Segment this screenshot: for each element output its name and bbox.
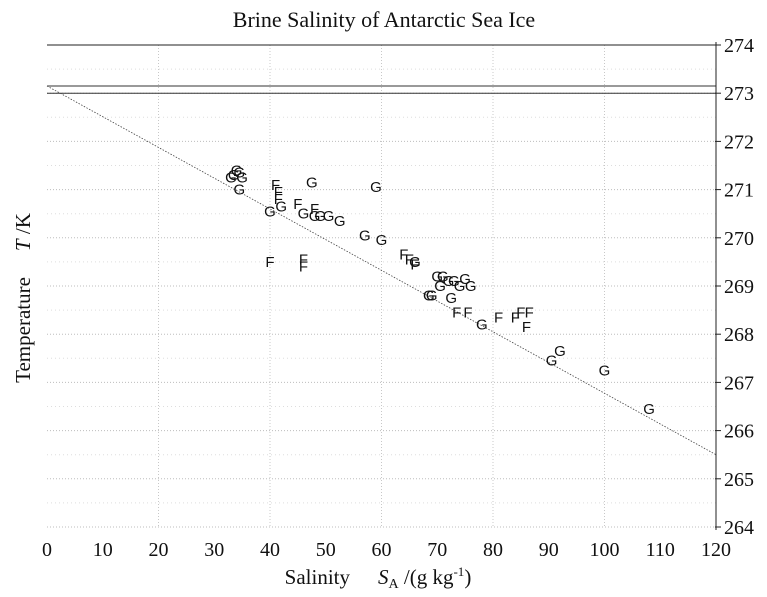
x-tick-label: 90: [539, 539, 559, 561]
data-point-g: G: [431, 268, 443, 285]
x-axis-label: Salinity SA /(g kg-1): [285, 564, 472, 592]
y-axis-label-prefix: Temperature: [11, 277, 35, 383]
grid: [47, 44, 717, 528]
data-point-g: G: [334, 213, 346, 230]
data-point-g: G: [376, 232, 388, 249]
x-axis-label-prefix: Salinity: [285, 565, 351, 589]
data-point-f: F: [452, 305, 461, 322]
data-point-f: F: [410, 256, 419, 273]
data-point-g: G: [437, 268, 449, 285]
data-point-g: G: [426, 288, 438, 305]
data-point-g: G: [476, 317, 488, 334]
data-point-g: G: [370, 179, 382, 196]
x-tick-label: 100: [590, 539, 620, 561]
data-point-g: G: [409, 254, 421, 271]
data-point-f: F: [274, 191, 283, 208]
data-point-g: G: [459, 271, 471, 288]
data-point-g: G: [275, 198, 287, 215]
x-tick-label: 70: [427, 539, 447, 561]
x-tick-label: 40: [260, 539, 280, 561]
data-point-f: F: [405, 251, 414, 268]
y-axis-symbol: T: [11, 238, 35, 251]
data-point-g: G: [554, 343, 566, 360]
data-point-g: G: [264, 203, 276, 220]
y-tick-label: 273: [724, 83, 754, 105]
y-tick-label: 274: [724, 35, 754, 57]
x-tick-label: 10: [93, 539, 113, 561]
y-tick-label: 270: [724, 228, 754, 250]
data-point-g: G: [306, 174, 318, 191]
data-point-f: F: [525, 305, 534, 322]
y-tick-label: 268: [724, 324, 754, 346]
data-point-g: G: [236, 170, 248, 187]
data-point-g: G: [454, 278, 466, 295]
data-point-g: G: [423, 288, 435, 305]
data-point-f: F: [293, 196, 302, 213]
fit-line-group: [46, 85, 717, 456]
x-axis-exponent: -1: [453, 564, 464, 579]
data-point-g: G: [359, 227, 371, 244]
data-point-g: G: [643, 401, 655, 418]
x-tick-label: 80: [483, 539, 503, 561]
y-axis-label: Temperature T /K: [11, 213, 35, 383]
x-tick-labels: 0 10 20 30 40 50 60 70 80 90 100 110 120: [42, 539, 731, 561]
data-point-f: F: [265, 254, 274, 271]
data-point-g: G: [465, 278, 477, 295]
data-point-f: F: [522, 319, 531, 336]
data-point-f: F: [516, 305, 525, 322]
x-axis-subscript: A: [389, 577, 400, 592]
data-point-g: G: [309, 208, 321, 225]
x-axis-symbol: S: [378, 565, 389, 589]
chart-title: Brine Salinity of Antarctic Sea Ice: [233, 7, 535, 32]
data-point-f: F: [463, 305, 472, 322]
data-point-g: G: [298, 206, 310, 223]
x-tick-label: 110: [646, 539, 675, 561]
x-tick-label: 120: [701, 539, 731, 561]
data-point-g: G: [231, 162, 243, 179]
data-point-g: G: [546, 353, 558, 370]
data-point-f: F: [511, 309, 520, 326]
y-tick-label: 272: [724, 131, 754, 153]
reference-lines: [47, 85, 716, 94]
x-tick-label: 30: [204, 539, 224, 561]
y-tick-label: 271: [724, 180, 754, 202]
data-point-f: F: [494, 309, 503, 326]
data-point-f: F: [274, 184, 283, 201]
data-point-f: F: [310, 201, 319, 218]
x-axis-unit-open: /(g kg: [399, 565, 454, 589]
data-point-g: G: [234, 182, 246, 199]
data-point-f: F: [299, 251, 308, 268]
y-tick-labels: 264 265 266 267 268 269 270 271 272 273 274: [715, 35, 754, 539]
data-point-g: G: [599, 362, 611, 379]
data-point-f: F: [271, 177, 280, 194]
y-axis-unit: /K: [11, 213, 35, 239]
data-point-g: G: [434, 278, 446, 295]
x-tick-label: 20: [149, 539, 169, 561]
fit-line: [46, 85, 717, 456]
y-tick-label: 269: [724, 276, 754, 298]
x-tick-label: 60: [372, 539, 392, 561]
y-tick-label: 264: [724, 517, 754, 539]
x-axis-unit-close: ): [464, 565, 471, 589]
x-tick-label: 0: [42, 539, 52, 561]
data-point-g: G: [448, 273, 460, 290]
data-point-g: G: [323, 208, 335, 225]
data-point-f: F: [399, 247, 408, 264]
data-point-g: G: [314, 208, 326, 225]
data-point-g: G: [234, 165, 246, 182]
data-point-g: G: [228, 167, 240, 184]
data-point-g: G: [225, 170, 237, 187]
y-tick-label: 265: [724, 469, 754, 491]
data-point-f: F: [299, 259, 308, 276]
x-tick-label: 50: [316, 539, 336, 561]
y-tick-label: 266: [724, 421, 754, 443]
data-point-g: G: [445, 290, 457, 307]
y-tick-label: 267: [724, 372, 754, 394]
data-point-g: G: [443, 273, 455, 290]
